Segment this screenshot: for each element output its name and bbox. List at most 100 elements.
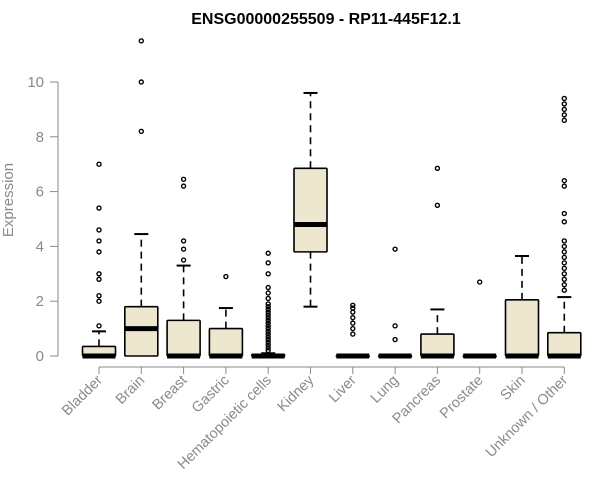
outlier-point xyxy=(180,238,187,244)
outlier-point xyxy=(561,271,567,277)
outlier-point xyxy=(561,276,567,282)
outlier-point xyxy=(265,250,271,256)
x-tick-label: Bladder xyxy=(59,372,106,419)
outlier-point xyxy=(561,254,567,261)
outlier-point xyxy=(561,282,567,288)
outlier-point xyxy=(265,260,271,266)
outlier-point xyxy=(138,79,145,85)
outlier-point xyxy=(138,128,145,135)
outlier-point xyxy=(561,183,567,189)
box-breast xyxy=(166,176,201,359)
outlier-point xyxy=(265,328,271,335)
box-iqr xyxy=(208,327,244,357)
outlier-point xyxy=(265,334,271,340)
outlier-point xyxy=(561,112,567,118)
outlier-point xyxy=(265,314,271,321)
outlier-point xyxy=(180,257,187,263)
box-bladder xyxy=(81,161,117,359)
box-kidney xyxy=(293,91,328,308)
outlier-point xyxy=(434,165,441,172)
box-liver xyxy=(335,302,371,359)
outlier-point xyxy=(265,320,271,326)
outlier-point xyxy=(96,276,102,282)
outlier-point xyxy=(350,302,356,309)
y-tick-label: 0 xyxy=(36,348,44,365)
outlier-point xyxy=(265,336,271,343)
outlier-point xyxy=(96,249,102,255)
outlier-point xyxy=(265,342,271,348)
outlier-point xyxy=(561,265,567,272)
x-tick-label: Brain xyxy=(113,373,148,408)
outlier-point xyxy=(265,339,271,345)
outlier-point xyxy=(96,271,102,277)
outlier-point xyxy=(561,249,567,255)
outlier-point xyxy=(477,279,483,285)
outlier-point xyxy=(561,210,567,217)
x-tick-label: Kidney xyxy=(275,372,318,415)
outlier-point xyxy=(392,336,398,343)
y-axis-label: Expression xyxy=(0,163,17,237)
y-tick-label: 10 xyxy=(27,74,44,91)
box-iqr xyxy=(293,167,328,253)
outlier-point xyxy=(561,243,567,250)
box-pancreas xyxy=(420,165,455,359)
y-tick-label: 4 xyxy=(36,238,44,255)
plot-area xyxy=(81,38,582,359)
chart-title: ENSG00000255509 - RP11-445F12.1 xyxy=(191,11,461,28)
outlier-point xyxy=(265,306,271,313)
x-tick-label: Unknown / Other xyxy=(483,372,571,460)
outlier-point xyxy=(561,95,567,102)
outlier-point xyxy=(265,317,271,324)
box-iqr xyxy=(546,331,582,357)
outlier-point xyxy=(392,246,398,252)
outlier-point xyxy=(96,205,102,211)
box-lung xyxy=(377,246,413,359)
outlier-point xyxy=(561,101,567,107)
x-tick-label: Skin xyxy=(498,373,529,404)
x-tick-label: Breast xyxy=(149,373,190,414)
box-iqr xyxy=(504,299,540,357)
box-iqr xyxy=(420,333,455,357)
outlier-point xyxy=(96,323,102,329)
x-tick-label: Lung xyxy=(368,373,402,407)
outlier-point xyxy=(350,314,356,321)
outlier-point xyxy=(180,183,187,189)
outlier-point xyxy=(265,312,271,318)
outlier-point xyxy=(96,161,102,167)
outlier-point xyxy=(180,246,187,252)
outlier-point xyxy=(561,238,567,244)
outlier-point xyxy=(265,295,271,302)
outlier-point xyxy=(96,298,102,304)
outlier-point xyxy=(350,309,356,315)
outlier-point xyxy=(223,273,229,280)
outlier-point xyxy=(265,284,271,291)
outlier-point xyxy=(265,290,271,296)
outlier-point xyxy=(265,301,271,307)
outlier-point xyxy=(265,271,271,277)
outlier-point xyxy=(265,345,271,351)
outlier-point xyxy=(561,177,567,184)
y-tick-label: 2 xyxy=(36,293,44,310)
y-axis: 0 2 4 6 8 10 xyxy=(27,74,59,365)
box-hematopoietic-cells xyxy=(250,250,286,359)
box-gastric xyxy=(208,273,244,359)
outlier-point xyxy=(434,202,441,209)
y-tick-label: 8 xyxy=(36,129,44,146)
outlier-point xyxy=(561,287,567,293)
x-tick-label: Prostate xyxy=(437,373,486,422)
y-tick-label: 6 xyxy=(36,184,44,201)
outlier-point xyxy=(96,227,102,233)
outlier-point xyxy=(561,219,567,225)
outlier-point xyxy=(265,347,271,354)
outlier-point xyxy=(350,325,356,332)
outlier-point xyxy=(180,176,187,182)
box-iqr xyxy=(166,319,201,357)
outlier-point xyxy=(350,331,356,337)
x-tick-label: Liver xyxy=(326,372,360,406)
box-prostate xyxy=(462,279,498,359)
outlier-point xyxy=(561,117,567,124)
box-unknown-other xyxy=(546,95,582,359)
outlier-point xyxy=(96,238,102,244)
outlier-point xyxy=(350,305,356,311)
